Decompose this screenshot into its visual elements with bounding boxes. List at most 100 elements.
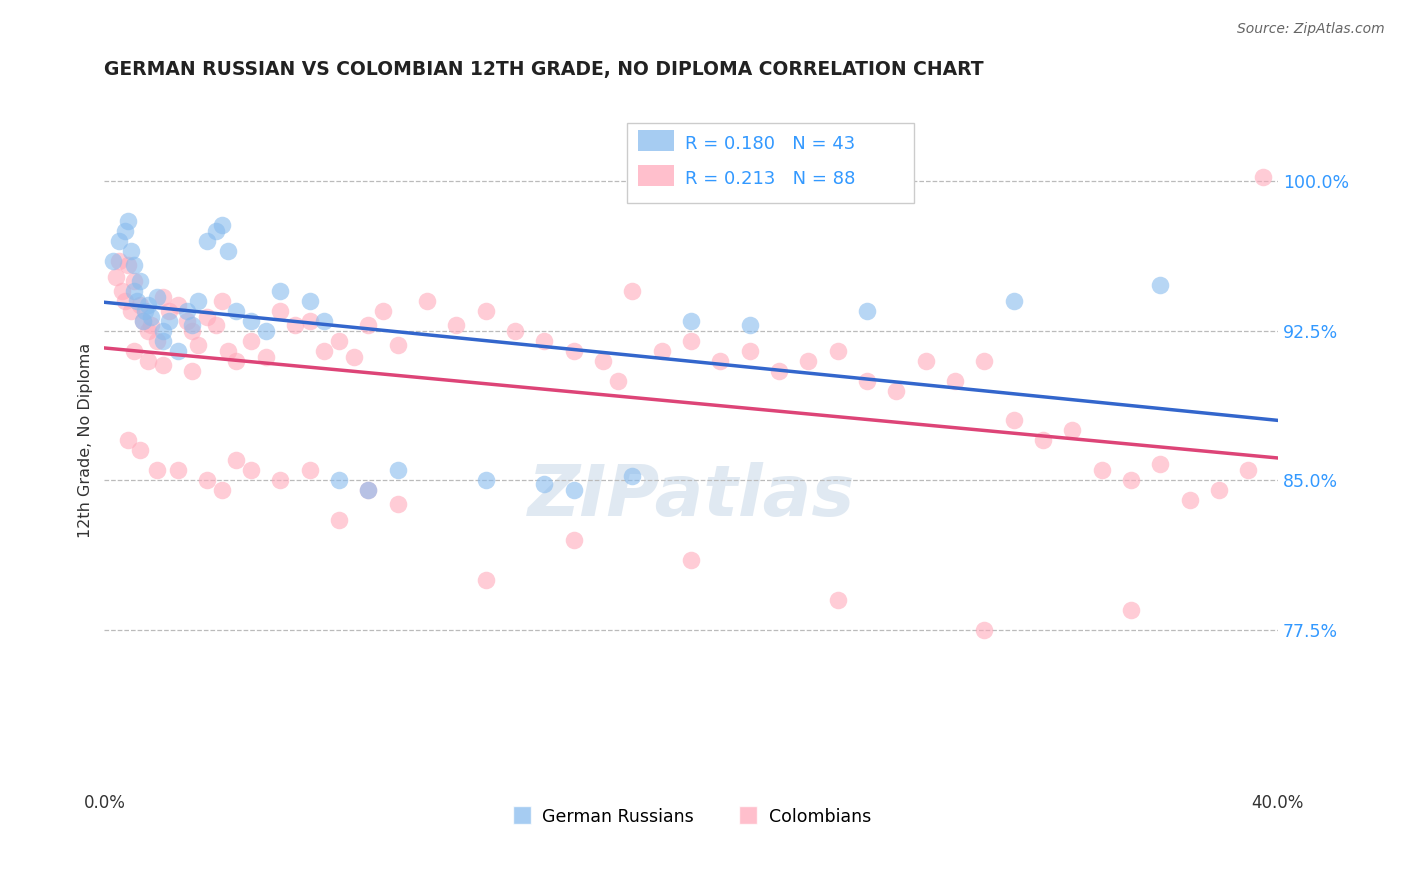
Point (314, 314, 336, 328)
Point (357, 483, 380, 498)
Point (187, 337, 209, 351)
Point (254, 350, 277, 364)
Point (217, 244, 239, 258)
Point (181, 318, 204, 332)
Point (141, 318, 163, 332)
Point (387, 463, 409, 477)
Point (1121, 473, 1143, 487)
Point (128, 274, 150, 288)
Point (621, 469, 644, 483)
Point (125, 293, 148, 308)
Text: R = 0.180   N = 43: R = 0.180 N = 43 (685, 136, 855, 153)
Point (856, 303, 879, 318)
Point (108, 234, 131, 248)
Point (474, 303, 496, 318)
Point (225, 303, 247, 318)
Point (827, 593, 849, 607)
Point (343, 350, 366, 364)
FancyBboxPatch shape (638, 165, 673, 186)
Point (176, 303, 198, 318)
Point (1178, 493, 1201, 508)
Point (827, 343, 849, 358)
Point (1002, 293, 1025, 308)
Point (973, 353, 995, 368)
Point (298, 463, 321, 477)
Point (446, 318, 468, 332)
Point (195, 473, 218, 487)
Y-axis label: 12th Grade, No Diploma: 12th Grade, No Diploma (79, 343, 93, 538)
Point (117, 214, 139, 228)
Point (217, 343, 239, 358)
Point (187, 293, 209, 308)
Point (562, 483, 585, 498)
Point (562, 343, 585, 358)
Point (254, 324, 277, 338)
Text: ZIPatlas: ZIPatlas (527, 462, 855, 531)
Point (181, 324, 204, 338)
Point (738, 318, 761, 332)
Point (117, 258, 139, 272)
Point (122, 274, 145, 288)
Point (152, 358, 174, 372)
Point (131, 314, 153, 328)
Point (886, 384, 908, 398)
Point (205, 224, 228, 238)
Point (681, 553, 703, 567)
Point (533, 477, 555, 491)
Point (225, 353, 247, 368)
Point (166, 298, 188, 312)
Point (176, 314, 198, 328)
Point (225, 453, 247, 467)
Text: GERMAN RUSSIAN VS COLOMBIAN 12TH GRADE, NO DIPLOMA CORRELATION CHART: GERMAN RUSSIAN VS COLOMBIAN 12TH GRADE, … (104, 60, 984, 78)
Point (1251, 169, 1274, 184)
Point (651, 343, 673, 358)
Point (328, 513, 350, 527)
Point (973, 623, 995, 637)
FancyBboxPatch shape (627, 123, 914, 203)
Point (120, 244, 142, 258)
Point (1149, 277, 1171, 292)
Point (138, 324, 160, 338)
Point (314, 343, 336, 358)
Point (240, 314, 263, 328)
Point (181, 363, 204, 377)
Point (357, 318, 380, 332)
Point (146, 463, 169, 477)
Point (621, 284, 644, 298)
Point (914, 353, 936, 368)
Point (1121, 603, 1143, 617)
Point (1149, 458, 1171, 472)
Point (1237, 463, 1260, 477)
Point (709, 353, 731, 368)
Legend: German Russians, Colombians: German Russians, Colombians (505, 801, 877, 833)
Point (157, 314, 180, 328)
Point (166, 463, 188, 477)
Point (1208, 483, 1230, 498)
Point (108, 253, 131, 268)
Point (856, 374, 879, 388)
Point (1002, 413, 1025, 427)
Point (152, 324, 174, 338)
Text: R = 0.213   N = 88: R = 0.213 N = 88 (685, 170, 856, 188)
Point (474, 573, 496, 587)
Point (146, 334, 169, 348)
Point (269, 303, 291, 318)
FancyBboxPatch shape (638, 129, 673, 151)
Point (284, 318, 307, 332)
Point (269, 473, 291, 487)
Point (606, 374, 628, 388)
Point (1091, 463, 1114, 477)
Point (211, 218, 233, 232)
Point (105, 269, 128, 284)
Point (943, 374, 966, 388)
Point (122, 343, 145, 358)
Point (387, 497, 409, 511)
Point (120, 303, 142, 318)
Point (117, 434, 139, 448)
Point (152, 290, 174, 304)
Point (416, 293, 439, 308)
Point (681, 314, 703, 328)
Point (269, 284, 291, 298)
Point (128, 443, 150, 458)
Point (195, 234, 218, 248)
